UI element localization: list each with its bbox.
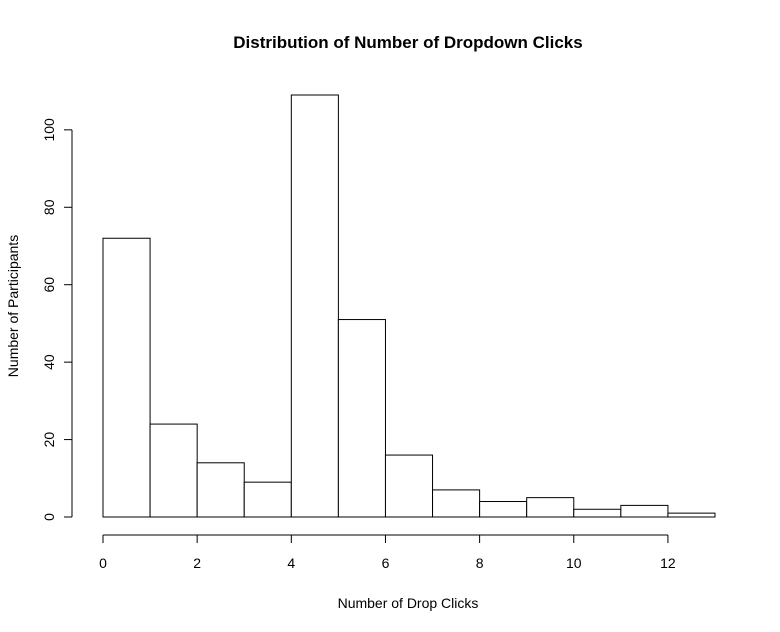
histogram-bar	[479, 501, 528, 518]
x-tick-label: 4	[287, 555, 295, 571]
y-tick-label: 60	[41, 277, 57, 293]
y-tick-label: 80	[41, 199, 57, 215]
x-axis: 0 2 4 6 8 10 12	[99, 534, 676, 571]
histogram-bar	[432, 489, 481, 518]
y-axis: 0 20 40 60 80 100	[41, 118, 73, 521]
histogram-bar	[620, 504, 669, 518]
x-tick-label: 8	[476, 555, 484, 571]
histogram-bar	[526, 497, 575, 518]
y-tick-label: 40	[41, 354, 57, 370]
histogram-bar	[149, 423, 198, 518]
x-tick-label: 6	[382, 555, 390, 571]
x-axis-label: Number of Drop Clicks	[338, 595, 479, 611]
x-tick-label: 2	[193, 555, 201, 571]
histogram-bar	[196, 462, 245, 518]
histogram-bar	[290, 94, 339, 518]
histogram-bar	[667, 512, 716, 518]
histogram-bar	[573, 508, 622, 518]
x-tick-label: 0	[99, 555, 107, 571]
y-tick-label: 0	[41, 513, 57, 521]
x-tick-label: 10	[566, 555, 582, 571]
histogram-bar	[243, 481, 292, 518]
y-axis-label: Number of Participants	[5, 235, 21, 377]
histogram-bar	[102, 237, 151, 518]
y-tick-label: 100	[41, 118, 57, 142]
histogram-bar	[384, 454, 434, 518]
histogram-bar	[337, 319, 386, 518]
x-tick-label: 12	[660, 555, 676, 571]
y-tick-label: 20	[41, 432, 57, 448]
bars-group	[102, 94, 716, 518]
chart-title: Distribution of Number of Dropdown Click…	[233, 33, 582, 52]
